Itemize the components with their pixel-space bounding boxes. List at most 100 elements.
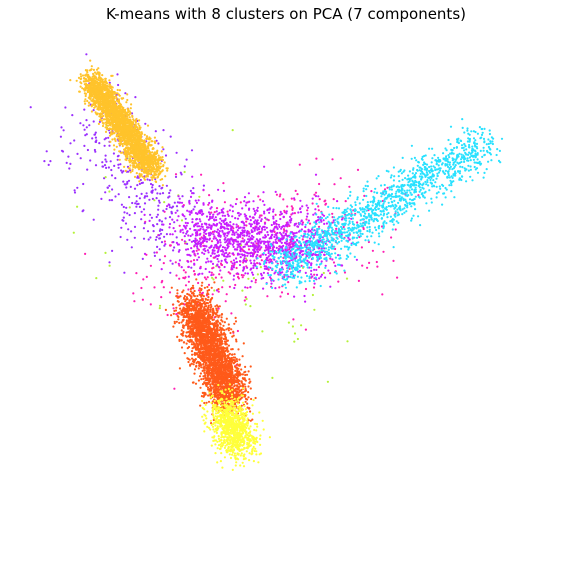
- scatter-point: [410, 177, 413, 180]
- scatter-point: [357, 226, 360, 229]
- scatter-point: [291, 252, 294, 255]
- scatter-point: [214, 237, 217, 240]
- scatter-point: [318, 182, 321, 186]
- scatter-point: [279, 255, 282, 258]
- scatter-point: [310, 273, 313, 276]
- scatter-point: [140, 286, 143, 290]
- scatter-point: [172, 325, 175, 328]
- scatter-point: [168, 206, 171, 209]
- scatter-point: [245, 201, 248, 204]
- scatter-point: [49, 160, 52, 163]
- scatter-point: [281, 249, 284, 252]
- scatter-point: [208, 237, 211, 240]
- scatter-point: [349, 208, 352, 211]
- scatter-point: [400, 189, 403, 192]
- scatter-point: [451, 157, 454, 160]
- scatter-point: [463, 143, 466, 146]
- scatter-point: [469, 159, 472, 162]
- scatter-point: [301, 253, 305, 256]
- scatter-point: [393, 207, 396, 210]
- scatter-point: [278, 286, 281, 289]
- scatter-point: [465, 148, 468, 151]
- scatter-point: [480, 127, 483, 131]
- scatter-point: [317, 216, 320, 219]
- scatter-point: [405, 194, 409, 197]
- scatter-point: [83, 108, 86, 111]
- scatter-point: [260, 277, 263, 280]
- scatter-point: [258, 248, 261, 251]
- scatter-point: [340, 237, 344, 240]
- scatter-point: [232, 245, 235, 248]
- scatter-point: [205, 215, 209, 218]
- scatter-point: [303, 230, 306, 233]
- scatter-point: [318, 198, 321, 201]
- scatter-point: [312, 237, 315, 240]
- scatter-point: [215, 210, 218, 213]
- scatter-point: [135, 195, 138, 198]
- scatter-point: [192, 286, 195, 289]
- scatter-point: [331, 158, 334, 161]
- scatter-point: [445, 149, 448, 152]
- scatter-point: [201, 225, 204, 228]
- scatter-point: [279, 273, 282, 276]
- scatter-point: [404, 177, 407, 180]
- scatter-point: [110, 199, 114, 202]
- scatter-point: [424, 180, 427, 183]
- scatter-point: [214, 330, 217, 333]
- scatter-point: [410, 219, 413, 222]
- scatter-point: [413, 183, 416, 186]
- scatter-point: [344, 219, 348, 222]
- scatter-point: [333, 216, 336, 219]
- scatter-point: [333, 245, 336, 248]
- scatter-point: [306, 263, 309, 266]
- scatter-point: [286, 273, 289, 277]
- scatter-point: [165, 207, 168, 211]
- scatter-point: [409, 183, 412, 186]
- scatter-point: [241, 276, 244, 279]
- scatter-point: [285, 238, 288, 241]
- scatter-point: [482, 146, 485, 149]
- scatter-point: [176, 243, 179, 246]
- scatter-point: [367, 239, 370, 242]
- scatter-point: [60, 149, 64, 152]
- scatter-point: [337, 254, 340, 257]
- scatter-point: [244, 204, 247, 207]
- scatter-point: [104, 176, 107, 179]
- scatter-point: [257, 245, 260, 248]
- scatter-point: [312, 279, 316, 282]
- scatter-point: [401, 208, 404, 211]
- scatter-point: [309, 248, 312, 251]
- scatter-point: [113, 164, 116, 167]
- scatter-point: [143, 196, 146, 199]
- scatter-point: [305, 204, 308, 207]
- scatter-point: [456, 139, 459, 142]
- scatter-point: [164, 308, 167, 311]
- scatter-point: [227, 271, 230, 274]
- scatter-point: [186, 230, 189, 233]
- scatter-point: [93, 133, 97, 136]
- scatter-point: [234, 217, 237, 220]
- scatter-point: [340, 215, 343, 218]
- scatter-point: [209, 303, 212, 306]
- scatter-point: [334, 264, 337, 267]
- scatter-point: [379, 200, 382, 203]
- scatter-point: [320, 273, 324, 276]
- scatter-point: [222, 189, 226, 192]
- scatter-point: [490, 136, 493, 139]
- scatter-point: [114, 195, 117, 198]
- scatter-point: [199, 209, 202, 212]
- scatter-point: [169, 135, 172, 138]
- scatter-point: [101, 165, 104, 168]
- scatter-point: [305, 218, 308, 221]
- scatter-point: [385, 169, 388, 172]
- scatter-point: [283, 211, 286, 214]
- scatter-point: [240, 220, 243, 224]
- scatter-point: [445, 163, 449, 166]
- scatter-point: [183, 235, 186, 238]
- scatter-point: [345, 257, 348, 260]
- scatter-point: [298, 222, 301, 225]
- scatter-point: [385, 213, 389, 216]
- scatter-point: [162, 286, 165, 289]
- scatter-point: [304, 328, 307, 331]
- scatter-point: [199, 238, 202, 241]
